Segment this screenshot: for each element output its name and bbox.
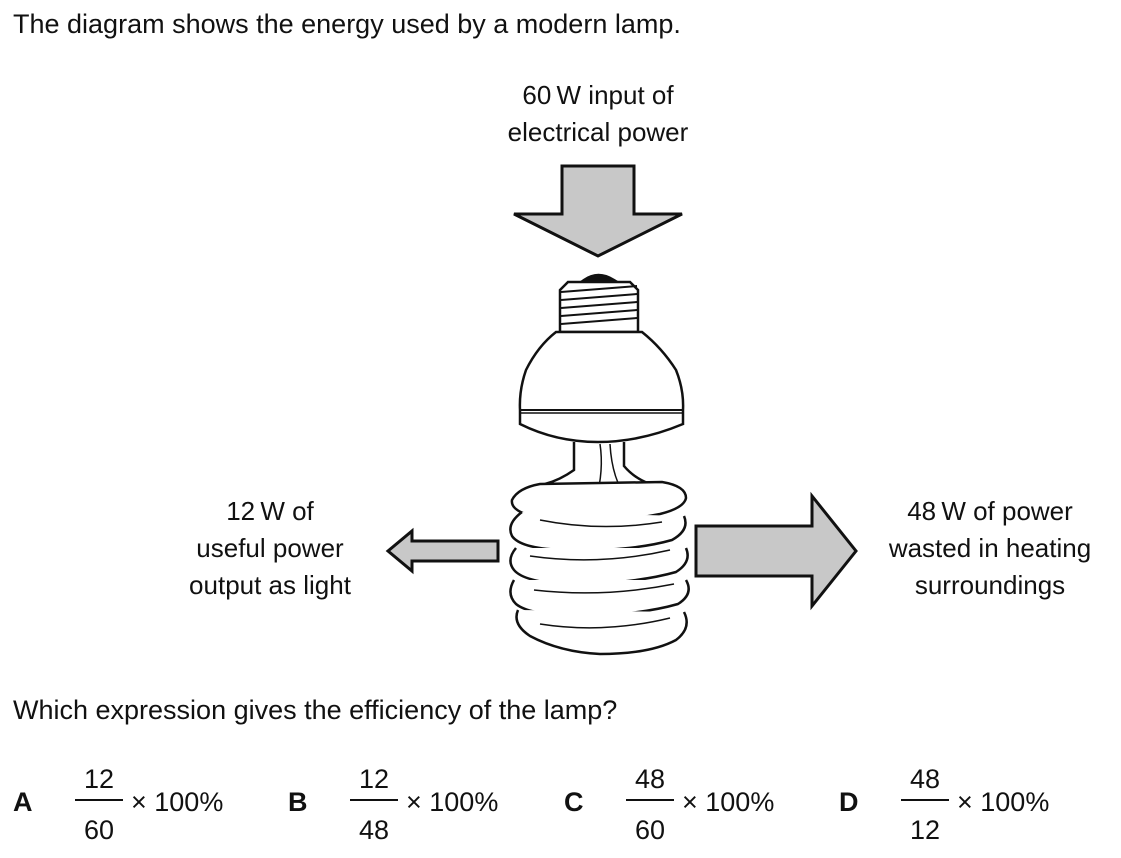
option-letter: B [288, 787, 308, 817]
option-d[interactable]: D 48 12 × 100% [839, 762, 1099, 852]
fraction: 12 48 [350, 762, 398, 847]
wasted-power-label: 48 W of power wasted in heating surround… [850, 493, 1121, 604]
useful-label-line-2: useful power [196, 533, 344, 563]
fraction: 12 60 [75, 762, 123, 847]
wasted-label-line-1: 48 W of power [907, 496, 1073, 526]
useful-label-line-1: 12 W of [226, 496, 314, 526]
option-letter: C [564, 787, 584, 817]
input-label-line-1: 60 W input of [522, 80, 674, 110]
multiplier: × 100% [957, 787, 1050, 817]
denominator: 60 [634, 815, 666, 845]
denominator: 12 [909, 815, 941, 845]
numerator: 48 [909, 764, 941, 794]
fraction: 48 12 [901, 762, 949, 847]
question-text: Which expression gives the efficiency of… [13, 695, 618, 725]
option-c[interactable]: C 48 60 × 100% [564, 762, 814, 852]
numerator: 48 [634, 764, 666, 794]
multiplier: × 100% [682, 787, 775, 817]
option-b[interactable]: B 12 48 × 100% [288, 762, 538, 852]
useful-label-line-3: output as light [189, 570, 351, 600]
option-letter: A [13, 787, 33, 817]
fraction-bar [901, 799, 949, 801]
wasted-heat-arrow [694, 491, 858, 611]
wasted-label-line-2: wasted in heating [888, 533, 1092, 563]
lamp-diagram [385, 164, 858, 656]
multiplier: × 100% [131, 787, 224, 817]
option-letter: D [839, 787, 859, 817]
input-power-label: 60 W input of electrical power [448, 77, 748, 151]
denominator: 60 [83, 815, 115, 845]
lamp-icon [509, 273, 690, 656]
fraction: 48 60 [626, 762, 674, 847]
fraction-bar [75, 799, 123, 801]
multiplier: × 100% [406, 787, 499, 817]
numerator: 12 [83, 764, 115, 794]
wasted-label-line-3: surroundings [914, 570, 1066, 600]
fraction-bar [350, 799, 398, 801]
intro-text: The diagram shows the energy used by a m… [13, 9, 681, 39]
denominator: 48 [358, 815, 390, 845]
option-a[interactable]: A 12 60 × 100% [13, 762, 263, 852]
useful-power-label: 12 W of useful power output as light [140, 493, 400, 604]
useful-light-arrow [385, 527, 500, 575]
input-power-arrow [513, 164, 683, 258]
numerator: 12 [358, 764, 390, 794]
input-label-line-2: electrical power [507, 117, 689, 147]
fraction-bar [626, 799, 674, 801]
